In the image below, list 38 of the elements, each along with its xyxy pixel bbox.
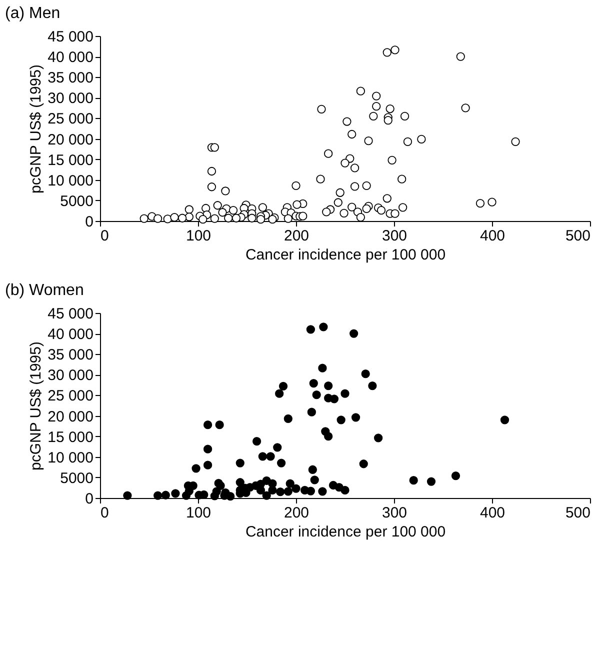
- y-tick-label: 0: [85, 214, 94, 230]
- chart-title: (a) Men: [5, 5, 60, 22]
- y-tick-label: 45 000: [48, 28, 94, 46]
- y-tick-label: 35 000: [48, 70, 94, 87]
- chart-title: (b) Women: [5, 282, 84, 299]
- x-tick-label: 500: [565, 228, 590, 244]
- y-tick-label: 35 000: [48, 346, 94, 364]
- x-tick-label: 0: [100, 228, 109, 244]
- y-tick-label: 0: [85, 490, 94, 508]
- x-tick-label: 200: [284, 228, 310, 244]
- x-tick-label: 0: [100, 504, 109, 522]
- x-tick-label: 300: [382, 504, 408, 522]
- x-tick-label: 500: [565, 504, 590, 522]
- y-tick-label: 10 000: [48, 172, 94, 190]
- x-tick-label: 300: [382, 228, 408, 244]
- x-axis-title: Cancer incidence per 100 000: [245, 524, 446, 540]
- y-tick-label: 30 000: [48, 367, 94, 384]
- y-tick-label: 20 000: [48, 408, 94, 426]
- y-tick-label: 25 000: [48, 110, 94, 128]
- y-tick-label: 40 000: [48, 49, 94, 66]
- y-tick-label: 20 000: [48, 131, 94, 148]
- y-tick-label: 45 000: [48, 306, 94, 322]
- y-axis-title: pcGNP US$ (1995): [28, 342, 45, 470]
- x-tick-label: 200: [284, 504, 310, 522]
- y-tick-label: 15 000: [48, 152, 94, 169]
- y-axis-title: pcGNP US$ (1995): [28, 64, 45, 194]
- y-tick-label: 30 000: [48, 90, 94, 108]
- x-tick-label: 400: [480, 228, 506, 244]
- x-tick-label: 100: [186, 228, 212, 244]
- x-tick-label: 400: [480, 504, 506, 522]
- x-tick-label: 100: [186, 504, 212, 522]
- x-axis-title: Cancer incidence per 100 000: [245, 246, 446, 264]
- y-tick-label: 15 000: [48, 428, 94, 446]
- y-tick-label: 5000: [60, 470, 94, 487]
- y-tick-label: 5000: [60, 192, 94, 210]
- y-tick-label: 40 000: [48, 326, 94, 344]
- y-tick-label: 10 000: [48, 449, 94, 466]
- y-tick-label: 25 000: [48, 388, 94, 405]
